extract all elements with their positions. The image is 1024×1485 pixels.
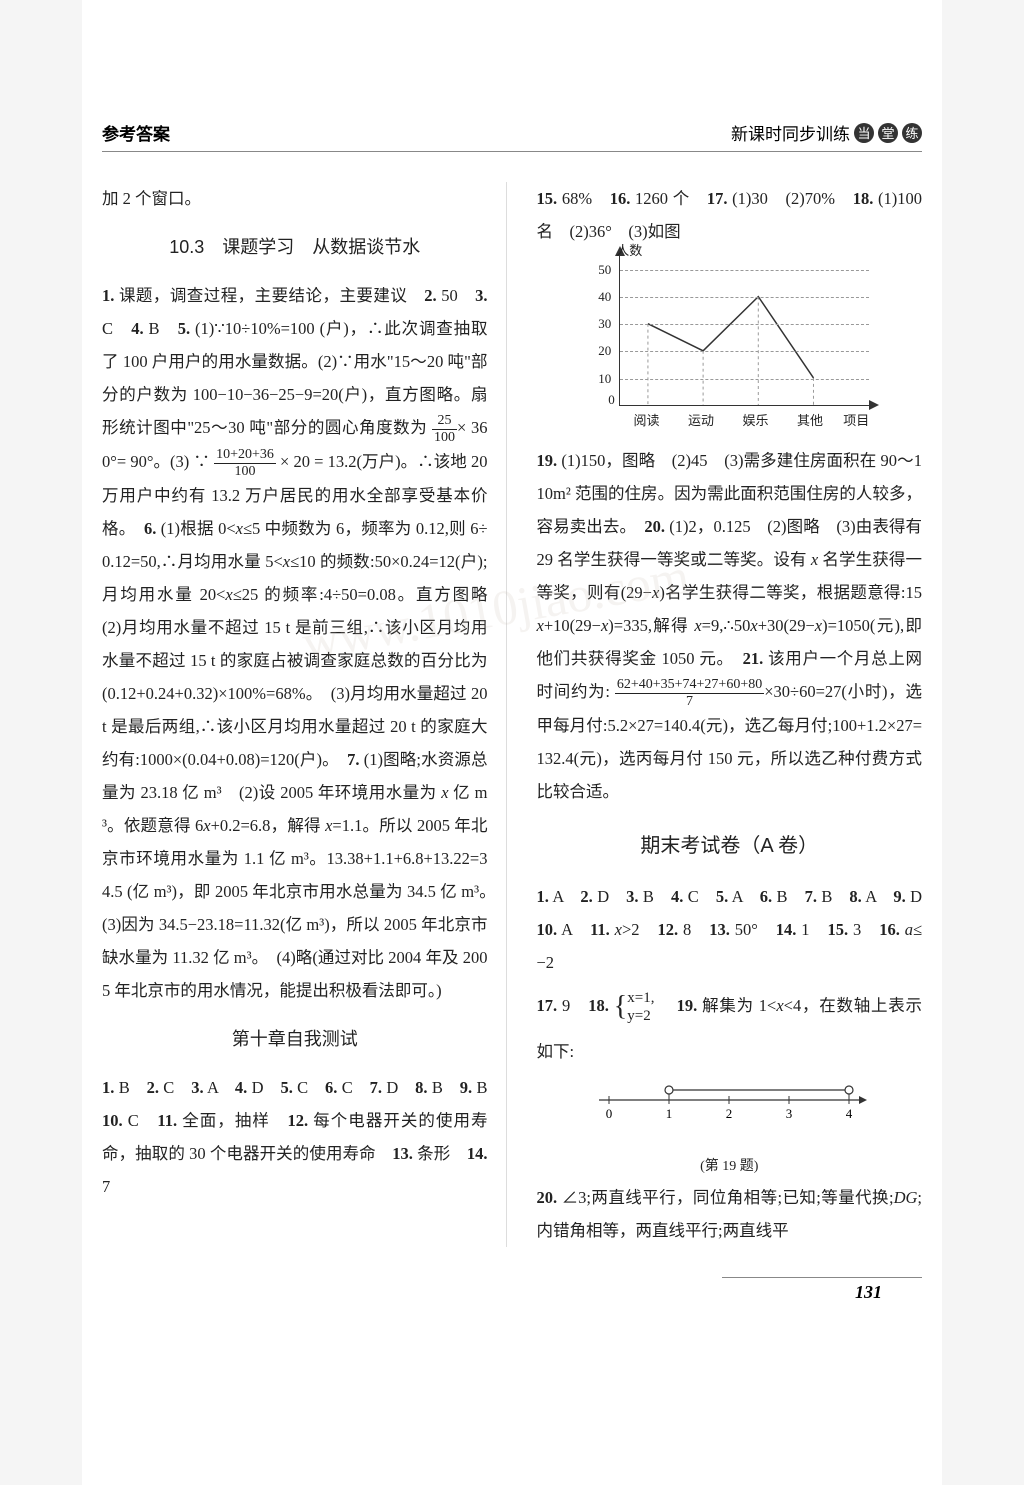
x-tick-label: 其他 [783,408,838,434]
right-column: 15. 68% 16. 1260 个 17. (1)30 (2)70% 18. … [537,182,923,1247]
x-arrow-icon [869,400,879,410]
sys-eq-1: x=1, [627,990,654,1006]
gridline [620,324,869,325]
svg-text:2: 2 [726,1106,733,1121]
y-tick-label: 30 [598,311,611,337]
page-number: 131 [722,1277,922,1303]
svg-text:0: 0 [606,1106,613,1121]
exam-body-1: 1. A 2. D 3. B 4. C 5. A 6. B 7. B 8. A … [537,880,923,979]
header-left: 参考答案 [102,120,170,145]
x-axis-end-label: 项目 [843,408,869,434]
svg-text:1: 1 [666,1106,673,1121]
x-tick-label: 运动 [674,408,729,434]
left-column: 加 2 个窗口。 10.3 课题学习 从数据谈节水 1. 课题，调查过程，主要结… [102,182,507,1247]
gridline [620,270,869,271]
section-10-3-title: 10.3 课题学习 从数据谈节水 [102,229,488,265]
body-10-3: 1. 课题，调查过程，主要结论，主要建议 2. 50 3. C 4. B 5. … [102,279,488,1007]
x-tick-label: 阅读 [619,408,674,434]
header-right: 新课时同步训练 当 堂 练 [731,120,922,145]
chapter-10-test-title: 第十章自我测试 [102,1021,488,1057]
body-20: 20. ∠3;两直线平行，同位角相等;已知;等量代换;DG;内错角相等，两直线平… [537,1181,923,1247]
sys-eq-2: y=2 [627,1008,650,1024]
number-line: 0 1 2 3 4 [589,1080,869,1141]
y-tick-label: 20 [598,338,611,364]
gridline [620,379,869,380]
header-right-text: 新课时同步训练 [731,120,850,145]
exam-a-title: 期末考试卷（A 卷） [537,826,923,866]
y-tick-label: 50 [598,257,611,283]
y-tick-label: 40 [598,284,611,310]
gridline [620,297,869,298]
intro-text: 加 2 个窗口。 [102,182,488,215]
chapter-10-test-body: 1. B 2. C 3. A 4. D 5. C 6. C 7. D 8. B … [102,1071,488,1203]
svg-text:4: 4 [846,1106,853,1121]
chart-line-svg [620,256,869,405]
y-tick-label: 10 [598,366,611,392]
gridline [620,351,869,352]
x-tick-label: 娱乐 [728,408,783,434]
q18-chart: 人数 0 1020304050 阅读运动娱乐其他项目 [589,256,869,434]
body-19-21: 19. (1)150，图略 (2)45 (3)需多建住房面积在 90～110m²… [537,444,923,808]
right-line-1: 15. 68% 16. 1260 个 17. (1)30 (2)70% 18. … [537,182,923,248]
header-circle-3: 练 [902,123,922,143]
exam-body-2: 17. 9 18. { x=1, y=2 19. 解集为 1<x<4，在数轴上表… [537,979,923,1068]
x-labels: 阅读运动娱乐其他项目 [619,406,869,434]
header-circle-1: 当 [854,123,874,143]
header-circle-2: 堂 [878,123,898,143]
q19-caption: (第 19 题) [537,1153,923,1181]
svg-text:3: 3 [786,1106,793,1121]
